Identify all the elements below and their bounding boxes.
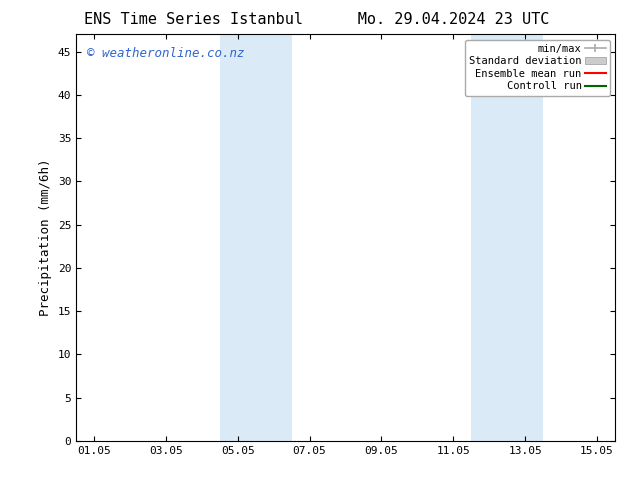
Legend: min/max, Standard deviation, Ensemble mean run, Controll run: min/max, Standard deviation, Ensemble me… (465, 40, 610, 96)
Bar (220, 34, 292, 441)
Y-axis label: Precipitation (mm/6h): Precipitation (mm/6h) (39, 159, 52, 317)
Text: ENS Time Series Istanbul      Mo. 29.04.2024 23 UTC: ENS Time Series Istanbul Mo. 29.04.2024 … (84, 12, 550, 27)
Bar (471, 34, 543, 441)
Text: © weatheronline.co.nz: © weatheronline.co.nz (87, 47, 244, 59)
